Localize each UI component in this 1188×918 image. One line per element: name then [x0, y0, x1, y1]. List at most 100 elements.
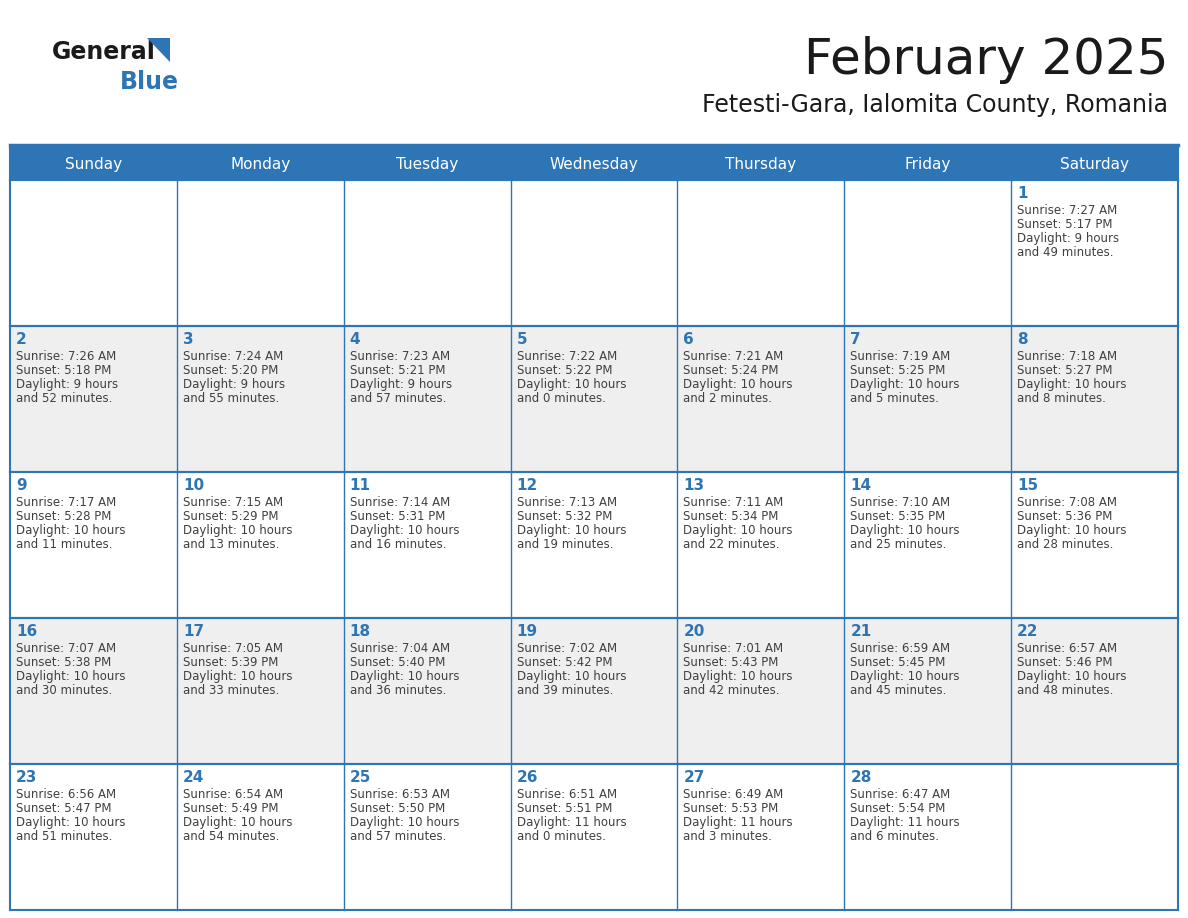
- Text: Daylight: 10 hours: Daylight: 10 hours: [183, 816, 292, 829]
- Text: 28: 28: [851, 770, 872, 785]
- Text: Sunrise: 7:17 AM: Sunrise: 7:17 AM: [15, 496, 116, 509]
- Text: 14: 14: [851, 478, 872, 493]
- Text: 26: 26: [517, 770, 538, 785]
- Text: Sunset: 5:28 PM: Sunset: 5:28 PM: [15, 510, 112, 523]
- Text: and 57 minutes.: and 57 minutes.: [349, 392, 446, 405]
- Bar: [845, 764, 1011, 910]
- Text: Sunset: 5:45 PM: Sunset: 5:45 PM: [851, 656, 946, 669]
- Bar: [10, 148, 177, 180]
- Text: Sunrise: 7:19 AM: Sunrise: 7:19 AM: [851, 350, 950, 363]
- Text: Sunset: 5:29 PM: Sunset: 5:29 PM: [183, 510, 278, 523]
- Bar: [343, 618, 511, 764]
- Text: Daylight: 10 hours: Daylight: 10 hours: [349, 816, 460, 829]
- Bar: [677, 764, 845, 910]
- Text: Sunset: 5:49 PM: Sunset: 5:49 PM: [183, 802, 278, 815]
- Text: 12: 12: [517, 478, 538, 493]
- Text: Sunrise: 7:01 AM: Sunrise: 7:01 AM: [683, 642, 784, 655]
- Bar: [845, 148, 1011, 180]
- Text: Sunrise: 7:24 AM: Sunrise: 7:24 AM: [183, 350, 283, 363]
- Text: Daylight: 10 hours: Daylight: 10 hours: [349, 524, 460, 537]
- Bar: [511, 764, 677, 910]
- Bar: [10, 180, 177, 326]
- Text: 19: 19: [517, 624, 538, 639]
- Text: Tuesday: Tuesday: [396, 156, 459, 172]
- Text: Daylight: 10 hours: Daylight: 10 hours: [349, 670, 460, 683]
- Text: Sunrise: 7:21 AM: Sunrise: 7:21 AM: [683, 350, 784, 363]
- Text: Fetesti-Gara, Ialomita County, Romania: Fetesti-Gara, Ialomita County, Romania: [702, 93, 1168, 117]
- Text: 16: 16: [15, 624, 37, 639]
- Text: Sunrise: 6:59 AM: Sunrise: 6:59 AM: [851, 642, 950, 655]
- Bar: [10, 472, 177, 618]
- Text: Daylight: 10 hours: Daylight: 10 hours: [683, 670, 792, 683]
- Text: and 13 minutes.: and 13 minutes.: [183, 538, 279, 551]
- Text: and 55 minutes.: and 55 minutes.: [183, 392, 279, 405]
- Text: Daylight: 10 hours: Daylight: 10 hours: [15, 670, 126, 683]
- Bar: [677, 326, 845, 472]
- Text: Sunset: 5:47 PM: Sunset: 5:47 PM: [15, 802, 112, 815]
- Text: 23: 23: [15, 770, 37, 785]
- Text: 8: 8: [1017, 332, 1028, 347]
- Text: Sunset: 5:22 PM: Sunset: 5:22 PM: [517, 364, 612, 377]
- Text: Monday: Monday: [230, 156, 290, 172]
- Text: February 2025: February 2025: [803, 36, 1168, 84]
- Text: Sunrise: 7:23 AM: Sunrise: 7:23 AM: [349, 350, 450, 363]
- Text: and 48 minutes.: and 48 minutes.: [1017, 684, 1113, 697]
- Bar: [177, 180, 343, 326]
- Text: Sunrise: 7:18 AM: Sunrise: 7:18 AM: [1017, 350, 1117, 363]
- Text: Daylight: 10 hours: Daylight: 10 hours: [851, 524, 960, 537]
- Text: Sunset: 5:40 PM: Sunset: 5:40 PM: [349, 656, 446, 669]
- Text: 22: 22: [1017, 624, 1038, 639]
- Text: Sunset: 5:35 PM: Sunset: 5:35 PM: [851, 510, 946, 523]
- Text: Daylight: 10 hours: Daylight: 10 hours: [183, 670, 292, 683]
- Text: Daylight: 10 hours: Daylight: 10 hours: [851, 670, 960, 683]
- Text: Sunset: 5:50 PM: Sunset: 5:50 PM: [349, 802, 446, 815]
- Text: Thursday: Thursday: [726, 156, 796, 172]
- Text: Sunrise: 6:57 AM: Sunrise: 6:57 AM: [1017, 642, 1117, 655]
- Bar: [10, 326, 177, 472]
- Text: Daylight: 10 hours: Daylight: 10 hours: [517, 378, 626, 391]
- Text: Daylight: 11 hours: Daylight: 11 hours: [851, 816, 960, 829]
- Text: Sunset: 5:53 PM: Sunset: 5:53 PM: [683, 802, 778, 815]
- Bar: [677, 180, 845, 326]
- Text: and 11 minutes.: and 11 minutes.: [15, 538, 113, 551]
- Text: Daylight: 9 hours: Daylight: 9 hours: [1017, 232, 1119, 245]
- Text: and 6 minutes.: and 6 minutes.: [851, 830, 940, 843]
- Text: Sunrise: 6:47 AM: Sunrise: 6:47 AM: [851, 788, 950, 801]
- Text: Daylight: 9 hours: Daylight: 9 hours: [349, 378, 451, 391]
- Text: 3: 3: [183, 332, 194, 347]
- Bar: [845, 180, 1011, 326]
- Text: 20: 20: [683, 624, 704, 639]
- Text: Wednesday: Wednesday: [550, 156, 638, 172]
- Text: 21: 21: [851, 624, 872, 639]
- Text: Sunrise: 7:04 AM: Sunrise: 7:04 AM: [349, 642, 450, 655]
- Polygon shape: [147, 38, 170, 62]
- Text: 2: 2: [15, 332, 27, 347]
- Bar: [177, 472, 343, 618]
- Text: Sunset: 5:20 PM: Sunset: 5:20 PM: [183, 364, 278, 377]
- Text: and 25 minutes.: and 25 minutes.: [851, 538, 947, 551]
- Text: and 19 minutes.: and 19 minutes.: [517, 538, 613, 551]
- Text: Sunset: 5:38 PM: Sunset: 5:38 PM: [15, 656, 112, 669]
- Text: Sunset: 5:39 PM: Sunset: 5:39 PM: [183, 656, 278, 669]
- Text: and 57 minutes.: and 57 minutes.: [349, 830, 446, 843]
- Text: Daylight: 9 hours: Daylight: 9 hours: [15, 378, 118, 391]
- Bar: [511, 472, 677, 618]
- Text: 24: 24: [183, 770, 204, 785]
- Text: 25: 25: [349, 770, 371, 785]
- Text: Daylight: 10 hours: Daylight: 10 hours: [517, 524, 626, 537]
- Text: Sunrise: 7:11 AM: Sunrise: 7:11 AM: [683, 496, 784, 509]
- Text: Sunrise: 7:07 AM: Sunrise: 7:07 AM: [15, 642, 116, 655]
- Text: Sunrise: 7:02 AM: Sunrise: 7:02 AM: [517, 642, 617, 655]
- Text: Sunrise: 7:10 AM: Sunrise: 7:10 AM: [851, 496, 950, 509]
- Text: Daylight: 11 hours: Daylight: 11 hours: [517, 816, 626, 829]
- Text: Daylight: 10 hours: Daylight: 10 hours: [517, 670, 626, 683]
- Text: Sunset: 5:46 PM: Sunset: 5:46 PM: [1017, 656, 1113, 669]
- Text: Friday: Friday: [904, 156, 950, 172]
- Bar: [1011, 472, 1178, 618]
- Bar: [1011, 148, 1178, 180]
- Text: Sunset: 5:24 PM: Sunset: 5:24 PM: [683, 364, 779, 377]
- Bar: [177, 764, 343, 910]
- Text: 5: 5: [517, 332, 527, 347]
- Bar: [511, 180, 677, 326]
- Text: and 49 minutes.: and 49 minutes.: [1017, 246, 1113, 259]
